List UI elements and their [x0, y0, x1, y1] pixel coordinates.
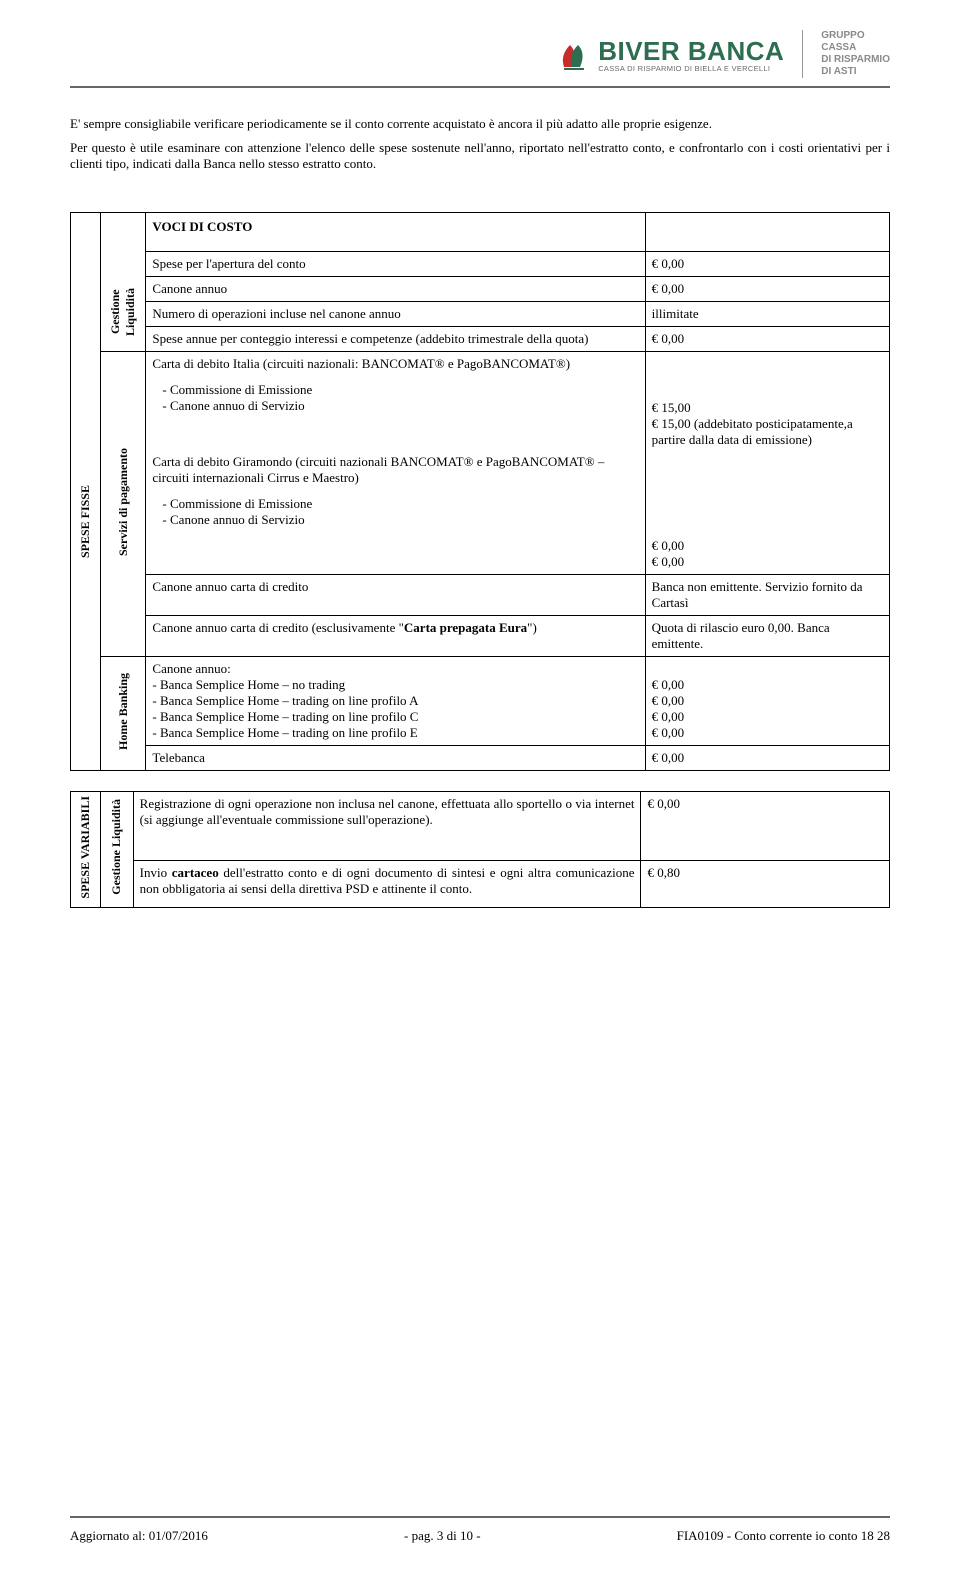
table-row: Invio cartaceo dell'estratto conto e di … [71, 861, 890, 907]
hb-head: Canone annuo: [152, 661, 638, 677]
logo-subtitle: CASSA DI RISPARMIO DI BIELLA E VERCELLI [598, 64, 784, 73]
gruppo-line: GRUPPO [821, 30, 890, 42]
cell-val: € 0,80 [641, 861, 890, 907]
header-divider [802, 30, 803, 78]
val-line: € 0,00 [652, 677, 883, 693]
cell-desc: Invio cartaceo dell'estratto conto e di … [133, 861, 641, 907]
spese-variabili-label: SPESE VARIABILI [78, 796, 93, 899]
page-header: BIVER BANCA CASSA DI RISPARMIO DI BIELLA… [70, 30, 890, 78]
biver-logo: BIVER BANCA CASSA DI RISPARMIO DI BIELLA… [550, 33, 784, 75]
val-line: € 15,00 (addebitato posticipatamente,a p… [652, 416, 883, 448]
gruppo-line: CASSA [821, 42, 890, 54]
footer-rule [70, 1516, 890, 1518]
val-line: € 15,00 [652, 400, 883, 416]
val-line: € 0,00 [652, 538, 883, 554]
table-row: Canone annuo carta di credito Banca non … [71, 575, 890, 616]
cell-desc: Numero di operazioni incluse nel canone … [146, 302, 645, 327]
header-rule [70, 86, 890, 88]
hb-line: - Banca Semplice Home – no trading [152, 677, 638, 693]
footer-right: FIA0109 - Conto corrente io conto 18 28 [677, 1528, 890, 1544]
table-row: Telebanca € 0,00 [71, 746, 890, 771]
servizi-pagamento-label: Servizi di pagamento [116, 448, 131, 556]
cost-table-variabili: SPESE VARIABILI Gestione Liquidità Regis… [70, 791, 890, 908]
table-row: Spese per l'apertura del conto € 0,00 [71, 252, 890, 277]
carta-italia-head: Carta di debito Italia (circuiti naziona… [152, 356, 638, 372]
cell-desc: Canone annuo: - Banca Semplice Home – no… [146, 657, 645, 746]
gruppo-line: DI RISPARMIO [821, 54, 890, 66]
dash-list: Commissione di Emissione Canone annuo di… [152, 382, 638, 414]
cell-val: € 0,00 € 0,00 € 0,00 € 0,00 [645, 657, 889, 746]
val-line: € 0,00 [652, 693, 883, 709]
page-footer: Aggiornato al: 01/07/2016 - pag. 3 di 10… [70, 1516, 890, 1544]
list-item: Canone annuo di Servizio [176, 512, 638, 528]
cell-desc: Canone annuo carta di credito (esclusiva… [146, 616, 645, 657]
cell-desc: Carta di debito Italia (circuiti naziona… [146, 352, 645, 575]
table-row: Spese annue per conteggio interessi e co… [71, 327, 890, 352]
cell-val: € 0,00 [641, 792, 890, 861]
cell-val: Banca non emittente. Servizio fornito da… [645, 575, 889, 616]
gruppo-block: GRUPPO CASSA DI RISPARMIO DI ASTI [821, 30, 890, 78]
hb-line: - Banca Semplice Home – trading on line … [152, 725, 638, 741]
cell-desc: Canone annuo carta di credito [146, 575, 645, 616]
hb-line: - Banca Semplice Home – trading on line … [152, 693, 638, 709]
table-row: SPESE FISSE Gestione Liquidità Canone an… [71, 277, 890, 302]
table-row: VOCI DI COSTO [71, 213, 890, 252]
cell-val: € 0,00 [645, 277, 889, 302]
cell-val: € 0,00 [645, 746, 889, 771]
table-row: Canone annuo carta di credito (esclusiva… [71, 616, 890, 657]
cell-val: illimitate [645, 302, 889, 327]
cell-desc: Spese annue per conteggio interessi e co… [146, 327, 645, 352]
table-row: Numero di operazioni incluse nel canone … [71, 302, 890, 327]
cell-val: € 15,00 € 15,00 (addebitato posticipatam… [645, 352, 889, 575]
gestione-liquidita-label: Gestione Liquidità [108, 288, 138, 336]
footer-center: - pag. 3 di 10 - [404, 1528, 481, 1544]
cell-desc: Canone annuo [146, 277, 645, 302]
val-line: € 0,00 [652, 709, 883, 725]
intro-paragraph-2: Per questo è utile esaminare con attenzi… [70, 140, 890, 172]
cell-val: € 0,00 [645, 327, 889, 352]
gestione-liquidita2-label: Gestione Liquidità [109, 799, 124, 895]
cost-table-fisse: VOCI DI COSTO Spese per l'apertura del c… [70, 212, 890, 771]
table-row: SPESE VARIABILI Gestione Liquidità Regis… [71, 792, 890, 861]
carta-giramondo-head: Carta di debito Giramondo (circuiti nazi… [152, 454, 638, 486]
voci-header: VOCI DI COSTO [146, 213, 645, 252]
dash-list: Commissione di Emissione Canone annuo di… [152, 496, 638, 528]
spese-fisse-label: SPESE FISSE [78, 485, 93, 558]
home-banking-label: Home Banking [116, 673, 131, 750]
cell-desc: Registrazione di ogni operazione non inc… [133, 792, 641, 861]
list-item: Commissione di Emissione [176, 382, 638, 398]
val-line: € 0,00 [652, 554, 883, 570]
table-row: Servizi di pagamento Carta di debito Ita… [71, 352, 890, 575]
cell-desc: Spese per l'apertura del conto [146, 252, 645, 277]
leaf-icon [550, 33, 592, 75]
intro-paragraph-1: E' sempre consigliabile verificare perio… [70, 116, 890, 132]
footer-left: Aggiornato al: 01/07/2016 [70, 1528, 208, 1544]
logo-name: BIVER BANCA [598, 36, 784, 67]
list-item: Commissione di Emissione [176, 496, 638, 512]
cell-val: € 0,00 [645, 252, 889, 277]
cell-desc: Telebanca [146, 746, 645, 771]
cell-val: Quota di rilascio euro 0,00. Banca emitt… [645, 616, 889, 657]
hb-line: - Banca Semplice Home – trading on line … [152, 709, 638, 725]
gruppo-line: DI ASTI [821, 66, 890, 78]
list-item: Canone annuo di Servizio [176, 398, 638, 414]
table-row: Home Banking Canone annuo: - Banca Sempl… [71, 657, 890, 746]
val-line: € 0,00 [652, 725, 883, 741]
